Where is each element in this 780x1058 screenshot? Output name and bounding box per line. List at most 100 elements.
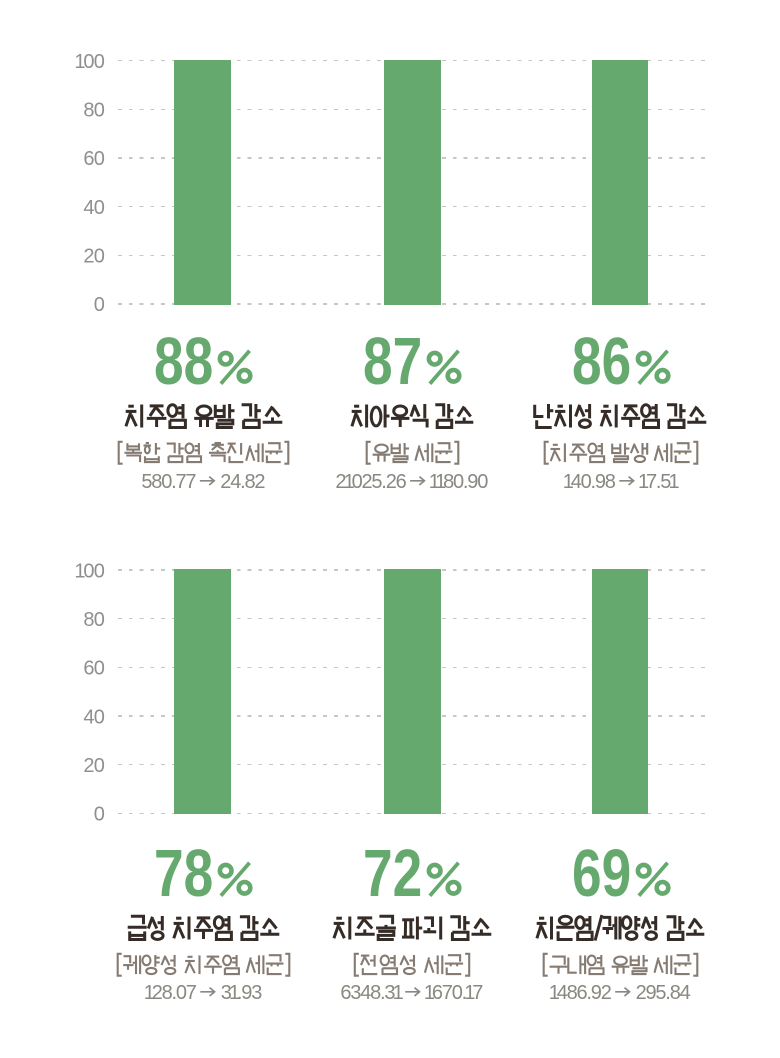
svg-text:1: 1 bbox=[464, 982, 475, 1004]
svg-text:7: 7 bbox=[646, 471, 657, 493]
svg-text:1: 1 bbox=[143, 982, 154, 1004]
svg-text:3: 3 bbox=[384, 982, 395, 1004]
svg-text:8: 8 bbox=[83, 100, 94, 122]
svg-text:4: 4 bbox=[83, 706, 94, 728]
svg-text:5: 5 bbox=[660, 471, 671, 493]
svg-text:1: 1 bbox=[228, 982, 239, 1004]
svg-text:7: 7 bbox=[185, 471, 196, 493]
svg-text:0: 0 bbox=[94, 560, 105, 582]
svg-text:0: 0 bbox=[161, 471, 172, 493]
svg-text:9: 9 bbox=[646, 982, 657, 1004]
svg-text:.: . bbox=[656, 471, 662, 493]
svg-text:.: . bbox=[381, 471, 387, 493]
svg-text:2: 2 bbox=[83, 755, 94, 777]
svg-text:88: 88 bbox=[154, 325, 213, 399]
svg-text:2: 2 bbox=[335, 471, 346, 493]
svg-text:8: 8 bbox=[567, 982, 578, 1004]
svg-text:5: 5 bbox=[371, 471, 382, 493]
svg-text:0: 0 bbox=[94, 706, 105, 728]
svg-text:0: 0 bbox=[94, 51, 105, 73]
svg-text:7: 7 bbox=[176, 471, 187, 493]
svg-text:8: 8 bbox=[670, 982, 681, 1004]
svg-text:0: 0 bbox=[94, 148, 105, 170]
svg-text:7: 7 bbox=[442, 982, 453, 1004]
svg-text:9: 9 bbox=[591, 982, 602, 1004]
svg-text:6: 6 bbox=[396, 471, 407, 493]
svg-text:1: 1 bbox=[435, 471, 446, 493]
svg-text:1: 1 bbox=[393, 982, 404, 1004]
svg-text:6: 6 bbox=[577, 982, 588, 1004]
svg-text:3: 3 bbox=[220, 982, 231, 1004]
svg-text:86: 86 bbox=[572, 325, 631, 399]
svg-text:0: 0 bbox=[352, 471, 363, 493]
svg-text:3: 3 bbox=[350, 982, 361, 1004]
svg-text:1: 1 bbox=[74, 51, 85, 73]
svg-text:8: 8 bbox=[605, 471, 616, 493]
svg-text:9: 9 bbox=[467, 471, 478, 493]
svg-text:2: 2 bbox=[636, 982, 647, 1004]
svg-text:2: 2 bbox=[83, 246, 94, 268]
svg-text:1: 1 bbox=[638, 471, 649, 493]
svg-text:0: 0 bbox=[94, 294, 105, 316]
svg-text:0: 0 bbox=[580, 471, 591, 493]
svg-text:2: 2 bbox=[151, 982, 162, 1004]
svg-text:0: 0 bbox=[94, 197, 105, 219]
svg-text:8: 8 bbox=[161, 982, 172, 1004]
svg-text:0: 0 bbox=[94, 658, 105, 680]
svg-text:6: 6 bbox=[340, 982, 351, 1004]
svg-text:4: 4 bbox=[570, 471, 581, 493]
svg-text:5: 5 bbox=[141, 471, 152, 493]
svg-text:8: 8 bbox=[443, 471, 454, 493]
svg-text:.: . bbox=[171, 982, 177, 1004]
svg-text:9: 9 bbox=[241, 982, 252, 1004]
svg-text:9: 9 bbox=[595, 471, 606, 493]
svg-text:0: 0 bbox=[94, 100, 105, 122]
svg-text:8: 8 bbox=[83, 609, 94, 631]
svg-text:87: 87 bbox=[363, 325, 422, 399]
svg-text:2: 2 bbox=[254, 471, 265, 493]
svg-text:3: 3 bbox=[251, 982, 262, 1004]
svg-text:2: 2 bbox=[601, 982, 612, 1004]
svg-text:7: 7 bbox=[472, 982, 483, 1004]
svg-text:1: 1 bbox=[74, 560, 85, 582]
svg-text:6: 6 bbox=[83, 148, 94, 170]
svg-text:8: 8 bbox=[151, 471, 162, 493]
svg-text:1: 1 bbox=[344, 471, 355, 493]
svg-text:.: . bbox=[587, 982, 593, 1004]
svg-text:6: 6 bbox=[432, 982, 443, 1004]
svg-text:0: 0 bbox=[83, 51, 94, 73]
svg-text:4: 4 bbox=[360, 982, 371, 1004]
svg-text:1: 1 bbox=[429, 471, 440, 493]
svg-text:.: . bbox=[462, 982, 468, 1004]
svg-text:.: . bbox=[590, 471, 596, 493]
svg-text:1: 1 bbox=[562, 471, 573, 493]
svg-text:0: 0 bbox=[453, 471, 464, 493]
svg-text:8: 8 bbox=[370, 982, 381, 1004]
svg-text:0: 0 bbox=[452, 982, 463, 1004]
svg-text:.: . bbox=[236, 982, 242, 1004]
svg-text:6: 6 bbox=[83, 658, 94, 680]
svg-text:0: 0 bbox=[94, 804, 105, 826]
svg-text:.: . bbox=[463, 471, 469, 493]
svg-text:1: 1 bbox=[549, 982, 560, 1004]
svg-text:4: 4 bbox=[230, 471, 241, 493]
svg-text:0: 0 bbox=[94, 755, 105, 777]
svg-text:78: 78 bbox=[154, 837, 213, 911]
svg-text:0: 0 bbox=[175, 982, 186, 1004]
svg-text:2: 2 bbox=[362, 471, 373, 493]
svg-text:2: 2 bbox=[220, 471, 231, 493]
svg-text:4: 4 bbox=[83, 197, 94, 219]
svg-text:.: . bbox=[665, 982, 671, 1004]
svg-text:8: 8 bbox=[245, 471, 256, 493]
svg-text:0: 0 bbox=[94, 246, 105, 268]
svg-text:1: 1 bbox=[424, 982, 435, 1004]
svg-text:2: 2 bbox=[386, 471, 397, 493]
svg-text:.: . bbox=[380, 982, 386, 1004]
svg-text:0: 0 bbox=[94, 609, 105, 631]
svg-text:0: 0 bbox=[477, 471, 488, 493]
svg-text:0: 0 bbox=[83, 560, 94, 582]
svg-text:4: 4 bbox=[557, 982, 568, 1004]
svg-text:5: 5 bbox=[656, 982, 667, 1004]
svg-text:7: 7 bbox=[185, 982, 196, 1004]
svg-text:72: 72 bbox=[363, 837, 422, 911]
